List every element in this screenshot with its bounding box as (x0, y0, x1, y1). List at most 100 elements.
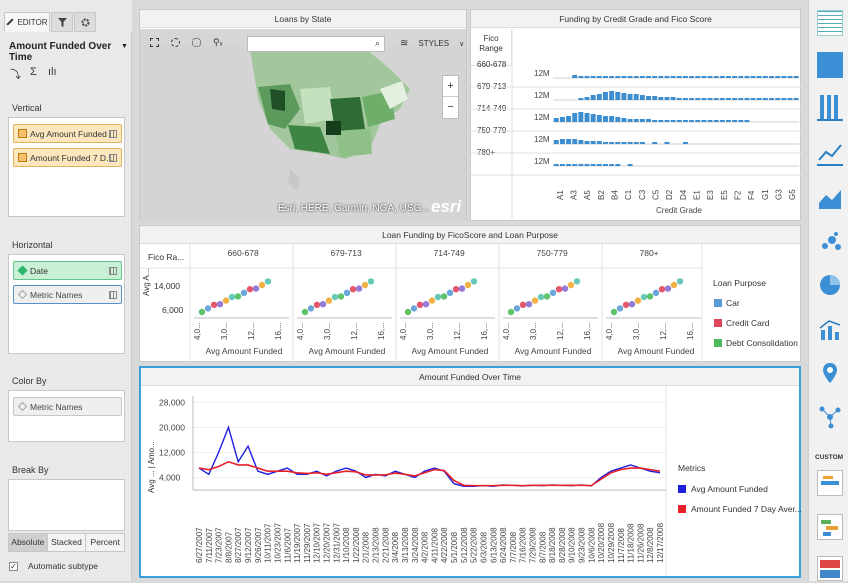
viz-type-label: Amount Funded Over Time (9, 41, 112, 63)
line-x-tick: 8/18/2008 (548, 527, 557, 563)
zoom-in-button[interactable]: + (443, 76, 458, 97)
fico-bar (670, 76, 676, 78)
scatter-x-label: Avg Amount Funded (618, 346, 695, 356)
line-viz-icon[interactable] (817, 140, 843, 166)
scatter-x-tick: 3,0... (323, 322, 332, 340)
tab-editor-label: EDITOR (17, 17, 48, 27)
combo-chart-icon (819, 320, 841, 340)
map-canvas[interactable]: ⚲ₓ ⌕ ≋ STYLES ∨ + − Esri, HERE, Garmin, … (140, 29, 466, 221)
pie-viz-icon[interactable] (817, 272, 843, 298)
fico-bar (756, 76, 762, 78)
chart-settings-icon[interactable]: ılı (48, 66, 57, 78)
map-viz-icon[interactable] (817, 360, 843, 386)
tab-filter[interactable] (51, 12, 73, 32)
grid-icon[interactable] (109, 154, 117, 162)
custom-viz-icon-3[interactable] (817, 556, 843, 581)
vertical-pill-7day[interactable]: Amount Funded 7 D... (13, 148, 122, 167)
line-x-tick: 12/31/2007 (332, 522, 341, 563)
vertical-label: Vertical (12, 103, 42, 113)
break-by-drop-zone[interactable] (8, 479, 125, 531)
circle-select-icon[interactable] (171, 38, 180, 47)
fico-grade-tick: G5 (788, 189, 797, 200)
line-x-tick: 2/1/2008 (362, 531, 371, 563)
swap-axes-icon[interactable]: ⤵ (10, 69, 21, 81)
legend-label[interactable]: Avg Amount Funded (691, 484, 768, 494)
line-chart-panel[interactable]: Amount Funded Over Time Avg ... | Amo...… (139, 366, 802, 578)
tab-properties[interactable] (74, 12, 96, 32)
bar-viz-icon[interactable] (817, 95, 843, 121)
color-by-pill-metric-names[interactable]: Metric Names (13, 397, 122, 416)
fico-bar (603, 164, 608, 166)
scatter-point (252, 285, 260, 292)
custom-viz-icon-2[interactable] (817, 514, 843, 540)
chevron-down-icon: ▼ (121, 43, 128, 50)
fico-bar (658, 120, 664, 122)
viz-type-select[interactable]: Amount Funded Over Time ▼ (9, 41, 131, 63)
lasso-select-icon[interactable] (192, 38, 201, 47)
tab-editor[interactable]: EDITOR (4, 12, 50, 32)
us-choropleth-map (140, 29, 466, 221)
legend-label[interactable]: Car (726, 298, 740, 308)
sum-icon[interactable]: Σ (30, 66, 37, 78)
network-viz-icon[interactable] (817, 404, 843, 430)
map-search-input[interactable]: ⌕ (247, 36, 385, 52)
fico-bar (670, 97, 676, 100)
diamond-icon (17, 265, 28, 276)
auto-subtype-checkbox[interactable]: ✓ (9, 561, 18, 571)
fico-bar (603, 92, 608, 100)
mode-percent-button[interactable]: Percent (85, 534, 125, 551)
fico-bar (676, 120, 682, 122)
horizontal-pill-date[interactable]: Date (13, 261, 122, 280)
legend-label[interactable]: Credit Card (726, 318, 770, 328)
zoom-out-button[interactable]: − (447, 101, 454, 113)
map-styles-button[interactable]: ≋ STYLES ∨ (400, 38, 464, 49)
scatter-x-tick: 12,... (350, 322, 359, 340)
grid-icon[interactable] (109, 267, 117, 275)
vertical-pill-avg-amount[interactable]: Avg Amount Funded (13, 124, 122, 143)
color-by-label: Color By (12, 376, 47, 386)
table-viz-icon[interactable] (817, 10, 843, 36)
clear-selection-icon[interactable]: ⚲ₓ (213, 37, 223, 47)
auto-subtype-row: ✓ Automatic subtype (9, 561, 98, 571)
vertical-drop-zone[interactable]: Avg Amount Funded Amount Funded 7 D... (8, 117, 125, 217)
fico-bar (781, 76, 787, 78)
fico-bar (744, 120, 750, 122)
legend-label[interactable]: Amount Funded 7 Day Aver... (691, 504, 802, 514)
fico-row-label: 660-678 (477, 60, 507, 69)
fico-y-tick: 12M (534, 91, 550, 100)
rect-select-icon[interactable] (150, 38, 159, 47)
fico-bar (633, 142, 639, 144)
line-x-tick: 8/28/2008 (558, 527, 567, 563)
scatter-x-label: Avg Amount Funded (412, 346, 489, 356)
scatter-point (537, 293, 545, 301)
area-viz-icon[interactable] (817, 185, 843, 211)
treemap-viz-icon[interactable] (817, 52, 843, 78)
fico-bar (633, 119, 639, 122)
pill-label: Avg Amount Funded (30, 128, 107, 139)
line-x-tick: 4/2/2008 (421, 531, 430, 563)
scatter-point (628, 301, 636, 308)
custom-viz-icon-1[interactable] (817, 470, 843, 496)
mode-stacked-button[interactable]: Stacked (46, 534, 86, 551)
grid-icon[interactable] (109, 291, 117, 299)
fico-bar (664, 97, 670, 100)
map-panel-title: Loans by State (140, 10, 466, 28)
horizontal-pill-metric-names[interactable]: Metric Names (13, 285, 122, 304)
horizontal-drop-zone[interactable]: Date Metric Names (8, 254, 125, 354)
mode-absolute-button[interactable]: Absolute (9, 534, 47, 551)
grid-icon[interactable] (109, 130, 117, 138)
color-by-drop-zone[interactable]: Metric Names (8, 390, 125, 442)
bubble-viz-icon[interactable] (817, 228, 843, 254)
fico-bar (646, 76, 651, 78)
fico-bar (627, 164, 633, 166)
fico-grade-tick: A5 (583, 190, 592, 200)
scatter-col-header: 750-779 (537, 248, 568, 258)
combo-viz-icon[interactable] (817, 316, 843, 342)
fico-bar (584, 76, 590, 78)
scatter-point (361, 281, 369, 289)
legend-label[interactable]: Debt Consolidation (726, 338, 798, 348)
scatter-point (531, 297, 539, 304)
scatter-x-label: Avg Amount Funded (206, 346, 283, 356)
scatter-x-tick: 3,0... (426, 322, 435, 340)
line-x-tick: 11/26/2008 (636, 523, 645, 563)
